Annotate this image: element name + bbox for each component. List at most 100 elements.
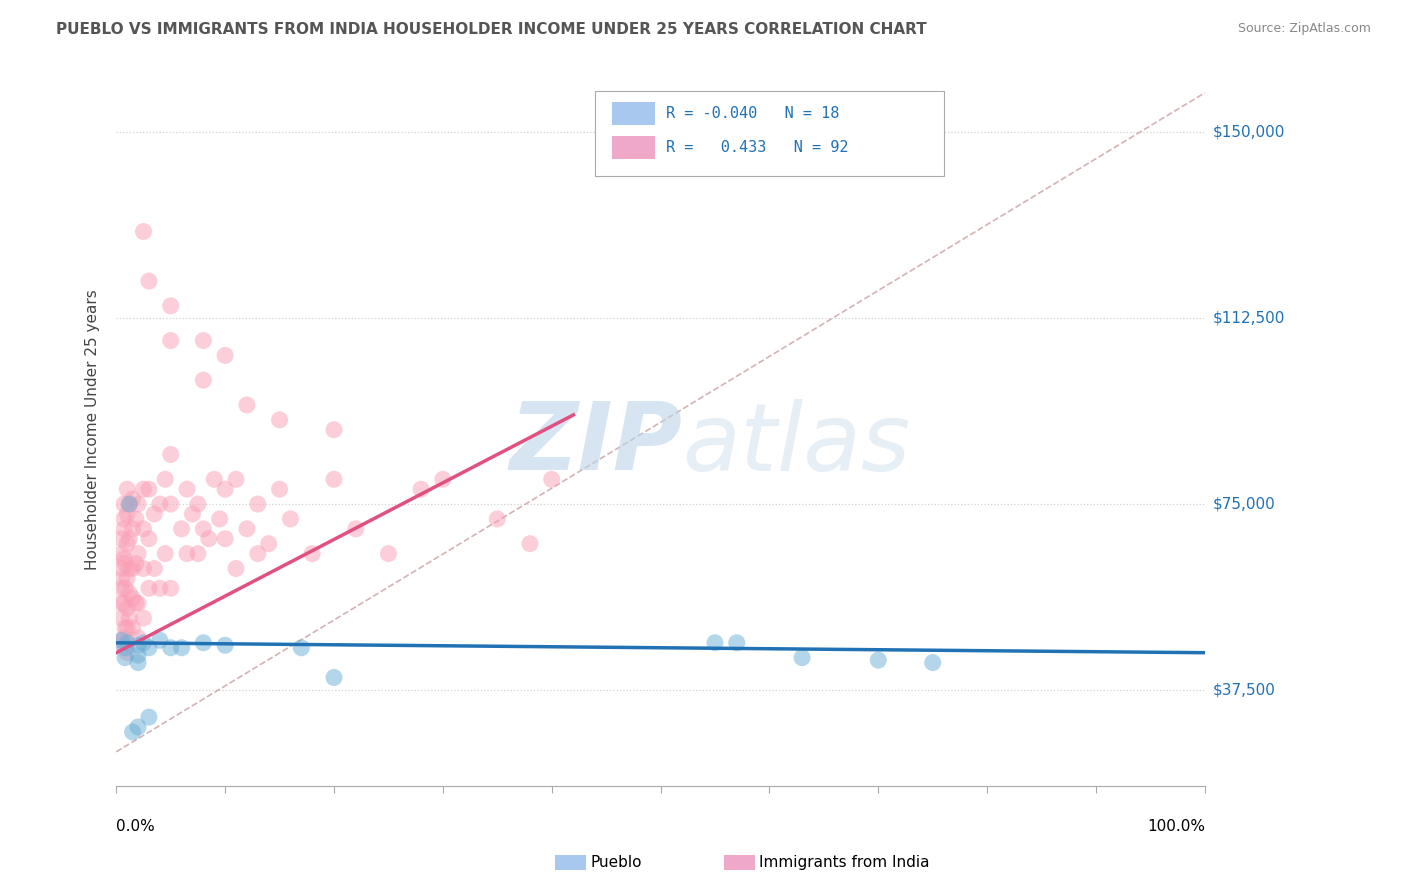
Text: PUEBLO VS IMMIGRANTS FROM INDIA HOUSEHOLDER INCOME UNDER 25 YEARS CORRELATION CH: PUEBLO VS IMMIGRANTS FROM INDIA HOUSEHOL…	[56, 22, 927, 37]
Point	[377, 547, 399, 561]
Point	[127, 596, 149, 610]
Point	[790, 650, 813, 665]
FancyBboxPatch shape	[595, 91, 943, 177]
Point	[127, 631, 149, 645]
Point	[193, 373, 215, 387]
Point	[138, 532, 160, 546]
Point	[214, 638, 236, 652]
Point	[127, 656, 149, 670]
Point	[112, 551, 135, 566]
Point	[111, 571, 134, 585]
Point	[214, 348, 236, 362]
Point	[121, 522, 143, 536]
Text: R =   0.433   N = 92: R = 0.433 N = 92	[666, 140, 848, 154]
Point	[159, 640, 181, 655]
Point	[149, 633, 172, 648]
Bar	[612, 103, 655, 125]
Point	[143, 507, 166, 521]
Text: $75,000: $75,000	[1213, 497, 1275, 511]
Point	[269, 413, 291, 427]
Point	[159, 448, 181, 462]
Point	[409, 482, 432, 496]
Bar	[612, 136, 655, 159]
Point	[198, 532, 221, 546]
Point	[118, 497, 141, 511]
Point	[519, 537, 541, 551]
Point	[193, 334, 215, 348]
Point	[112, 497, 135, 511]
Point	[132, 611, 155, 625]
Text: atlas: atlas	[682, 399, 911, 490]
Point	[868, 653, 890, 667]
Point	[149, 497, 172, 511]
Point	[112, 596, 135, 610]
Point	[115, 482, 138, 496]
Point	[301, 547, 323, 561]
Point	[159, 582, 181, 596]
Point	[121, 725, 143, 739]
Point	[112, 631, 135, 645]
Point	[111, 636, 134, 650]
Point	[112, 522, 135, 536]
Point	[323, 423, 346, 437]
Point	[115, 571, 138, 585]
Point	[214, 482, 236, 496]
Point	[187, 547, 209, 561]
Point	[202, 472, 225, 486]
Text: $37,500: $37,500	[1213, 682, 1277, 698]
Point	[159, 299, 181, 313]
Point	[138, 482, 160, 496]
Point	[121, 591, 143, 606]
Point	[111, 582, 134, 596]
Point	[118, 611, 141, 625]
Point	[225, 472, 247, 486]
Point	[132, 522, 155, 536]
Point	[114, 582, 136, 596]
Point	[344, 522, 367, 536]
Point	[225, 561, 247, 575]
Point	[121, 621, 143, 635]
Point	[115, 646, 138, 660]
Text: 100.0%: 100.0%	[1147, 819, 1205, 834]
Point	[540, 472, 562, 486]
Point	[176, 482, 198, 496]
Point	[138, 582, 160, 596]
Text: ZIP: ZIP	[509, 398, 682, 490]
Point	[193, 636, 215, 650]
Point	[149, 582, 172, 596]
Point	[127, 547, 149, 561]
Point	[111, 532, 134, 546]
Point	[181, 507, 204, 521]
Point	[432, 472, 454, 486]
Point	[725, 636, 748, 650]
Point	[114, 557, 136, 571]
Point	[132, 225, 155, 239]
Point	[127, 720, 149, 734]
Point	[127, 648, 149, 663]
Point	[111, 547, 134, 561]
Point	[118, 532, 141, 546]
Point	[125, 596, 148, 610]
Point	[121, 492, 143, 507]
Y-axis label: Householder Income Under 25 years: Householder Income Under 25 years	[86, 289, 100, 570]
Point	[132, 561, 155, 575]
Point	[111, 561, 134, 575]
Point	[176, 547, 198, 561]
Point	[127, 497, 149, 511]
Point	[127, 638, 149, 652]
Point	[704, 636, 727, 650]
Point	[118, 561, 141, 575]
Point	[138, 640, 160, 655]
Point	[170, 522, 193, 536]
Point	[132, 636, 155, 650]
Point	[236, 522, 259, 536]
Text: $112,500: $112,500	[1213, 310, 1285, 326]
Point	[121, 561, 143, 575]
Point	[115, 636, 138, 650]
Point	[921, 656, 943, 670]
Point	[208, 512, 231, 526]
Point	[114, 650, 136, 665]
Point	[138, 710, 160, 724]
Point	[193, 522, 215, 536]
Point	[118, 586, 141, 600]
